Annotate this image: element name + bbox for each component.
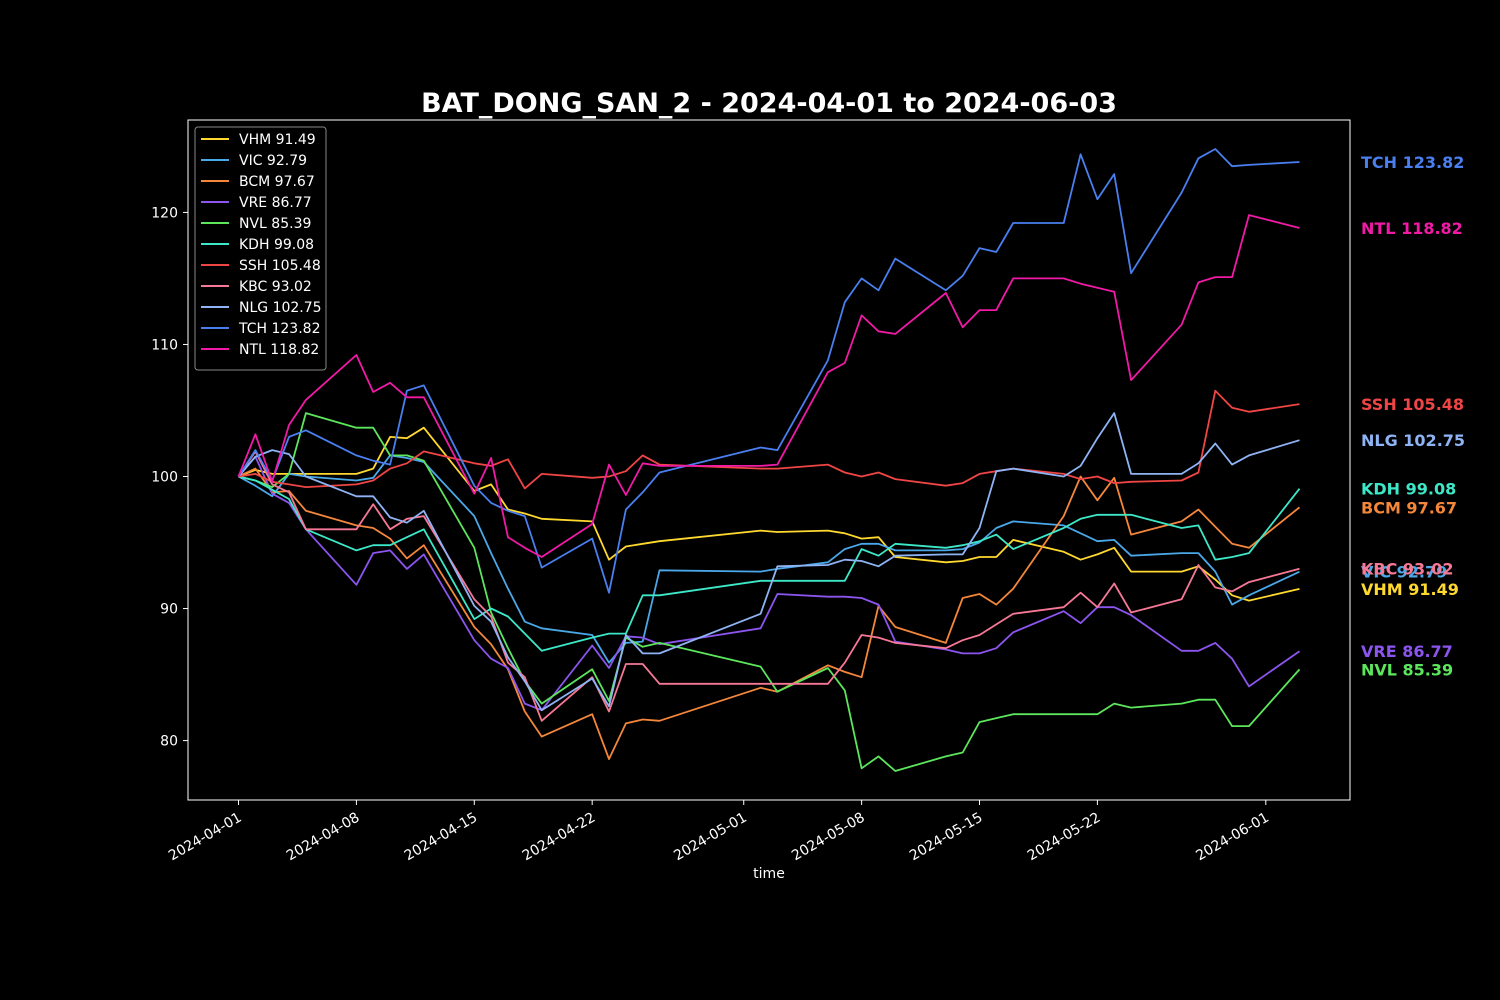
end-labels: TCH 123.82 NTL 118.82 SSH 105.48 NLG 102.75… (1361, 153, 1465, 679)
end-label-tch: TCH 123.82 (1361, 153, 1464, 172)
legend-entry-kdh: KDH 99.08 (239, 237, 314, 253)
legend-entry-tch: TCH 123.82 (238, 321, 320, 337)
y-tick-label: 120 (151, 205, 178, 221)
end-label-vre: VRE 86.77 (1361, 642, 1453, 661)
x-axis: 2024-04-01 2024-04-08 2024-04-15 2024-04-22… (166, 800, 1272, 864)
x-tick-label: 2024-05-01 (671, 810, 749, 865)
end-label-ssh: SSH 105.48 (1361, 395, 1464, 414)
legend-entry-vhm: VHM 91.49 (239, 132, 316, 148)
end-label-vhm: VHM 91.49 (1361, 580, 1459, 599)
series-line-tch (237, 148, 1300, 594)
y-tick-label: 90 (160, 602, 178, 618)
series-line-vhm (238, 426, 1300, 602)
x-tick-label: 2024-04-15 (402, 810, 480, 865)
legend-entry-nlg: NLG 102.75 (239, 300, 322, 316)
series-lines (237, 148, 1301, 772)
legend-entry-vre: VRE 86.77 (239, 195, 312, 211)
legend: VHM 91.49 VIC 92.79 BCM 97.67 VRE 86.77 NVL … (194, 126, 327, 371)
x-tick-label: 2024-05-22 (1025, 810, 1103, 865)
x-tick-label: 2024-06-01 (1193, 810, 1271, 865)
end-label-ntl: NTL 118.82 (1361, 219, 1463, 238)
x-tick-label: 2024-05-15 (907, 810, 985, 865)
legend-entry-nvl: NVL 85.39 (239, 216, 311, 232)
x-tick-label: 2024-05-08 (789, 810, 867, 865)
end-label-vic: VIC 92.79 (1361, 563, 1447, 582)
end-label-bcm: BCM 97.67 (1361, 498, 1457, 517)
x-tick-label: 2024-04-22 (520, 810, 598, 865)
end-label-nlg: NLG 102.75 (1361, 431, 1465, 450)
y-axis: 80 90 100 110 120 (151, 205, 188, 750)
legend-entry-ssh: SSH 105.48 (239, 258, 321, 274)
chart-title: BAT_DONG_SAN_2 - 2024-04-01 to 2024-06-0… (421, 88, 1117, 119)
legend-entry-kbc: KBC 93.02 (239, 279, 312, 295)
legend-entry-vic: VIC 92.79 (239, 153, 307, 169)
end-label-kbc: KBC 93.02 (1361, 560, 1454, 579)
y-tick-label: 80 (160, 734, 178, 750)
series-line-nvl (238, 412, 1301, 772)
y-tick-label: 100 (151, 470, 178, 486)
series-line-ntl (237, 214, 1300, 558)
x-tick-label: 2024-04-08 (284, 810, 362, 865)
end-label-kdh: KDH 99.08 (1361, 480, 1456, 499)
end-label-nvl: NVL 85.39 (1361, 660, 1453, 679)
x-axis-label: time (753, 866, 785, 882)
series-line-vre (237, 455, 1301, 712)
series-line-kdh (238, 475, 1301, 652)
series-line-kbc (237, 450, 1300, 722)
series-line-ssh (238, 389, 1300, 490)
series-line-nlg (237, 412, 1300, 712)
plot-area (187, 119, 1351, 801)
x-tick-label: 2024-04-01 (166, 810, 244, 865)
y-tick-label: 110 (151, 337, 178, 353)
legend-box (194, 126, 327, 371)
legend-entry-bcm: BCM 97.67 (239, 174, 315, 190)
legend-entry-ntl: NTL 118.82 (239, 342, 319, 358)
